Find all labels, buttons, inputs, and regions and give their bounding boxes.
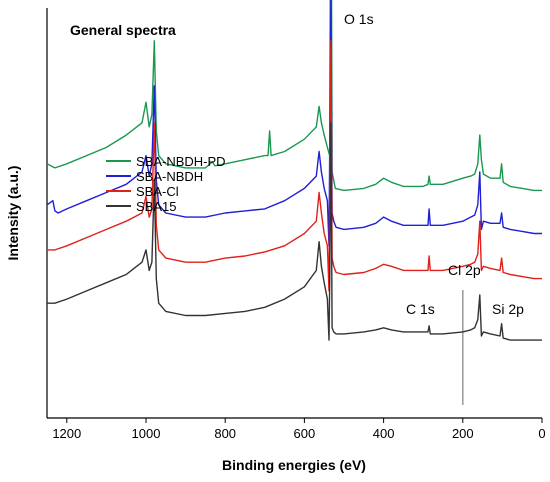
legend: SBA-NBDH-PD SBA-NBDH SBA-Cl SBA15: [106, 154, 226, 214]
series-line-sba15: [47, 122, 542, 341]
chart-title: General spectra: [70, 22, 176, 38]
series-line-sba-nbdh-pd: [46, 0, 542, 192]
legend-label: SBA15: [136, 199, 176, 214]
y-axis-title: Intensity (a.u.): [5, 166, 21, 261]
x-tick-label: 800: [214, 426, 236, 441]
legend-label: SBA-Cl: [136, 184, 179, 199]
annotation-o1s: O 1s: [344, 11, 374, 27]
legend-item: SBA-Cl: [106, 184, 179, 199]
series-line-sba-cl: [47, 40, 542, 292]
annotation-c1s: C 1s: [406, 301, 435, 317]
x-axis-title: Binding energies (eV): [222, 457, 366, 473]
x-ticks: 1200 1000 800 600 400 200 0: [52, 418, 546, 441]
annotation-si2p: Si 2p: [492, 301, 524, 317]
x-tick-label: 400: [373, 426, 395, 441]
annotation-cl2p: Cl 2p: [448, 262, 481, 278]
legend-item: SBA15: [106, 199, 176, 214]
x-tick-label: 1000: [132, 426, 161, 441]
series-lines: [46, 0, 542, 341]
x-tick-label: 600: [294, 426, 316, 441]
x-tick-label: 200: [452, 426, 474, 441]
legend-item: SBA-NBDH-PD: [106, 154, 226, 169]
x-tick-label: 1200: [52, 426, 81, 441]
legend-label: SBA-NBDH: [136, 169, 203, 184]
legend-label: SBA-NBDH-PD: [136, 154, 226, 169]
x-tick-label: 0: [538, 426, 545, 441]
legend-item: SBA-NBDH: [106, 169, 203, 184]
